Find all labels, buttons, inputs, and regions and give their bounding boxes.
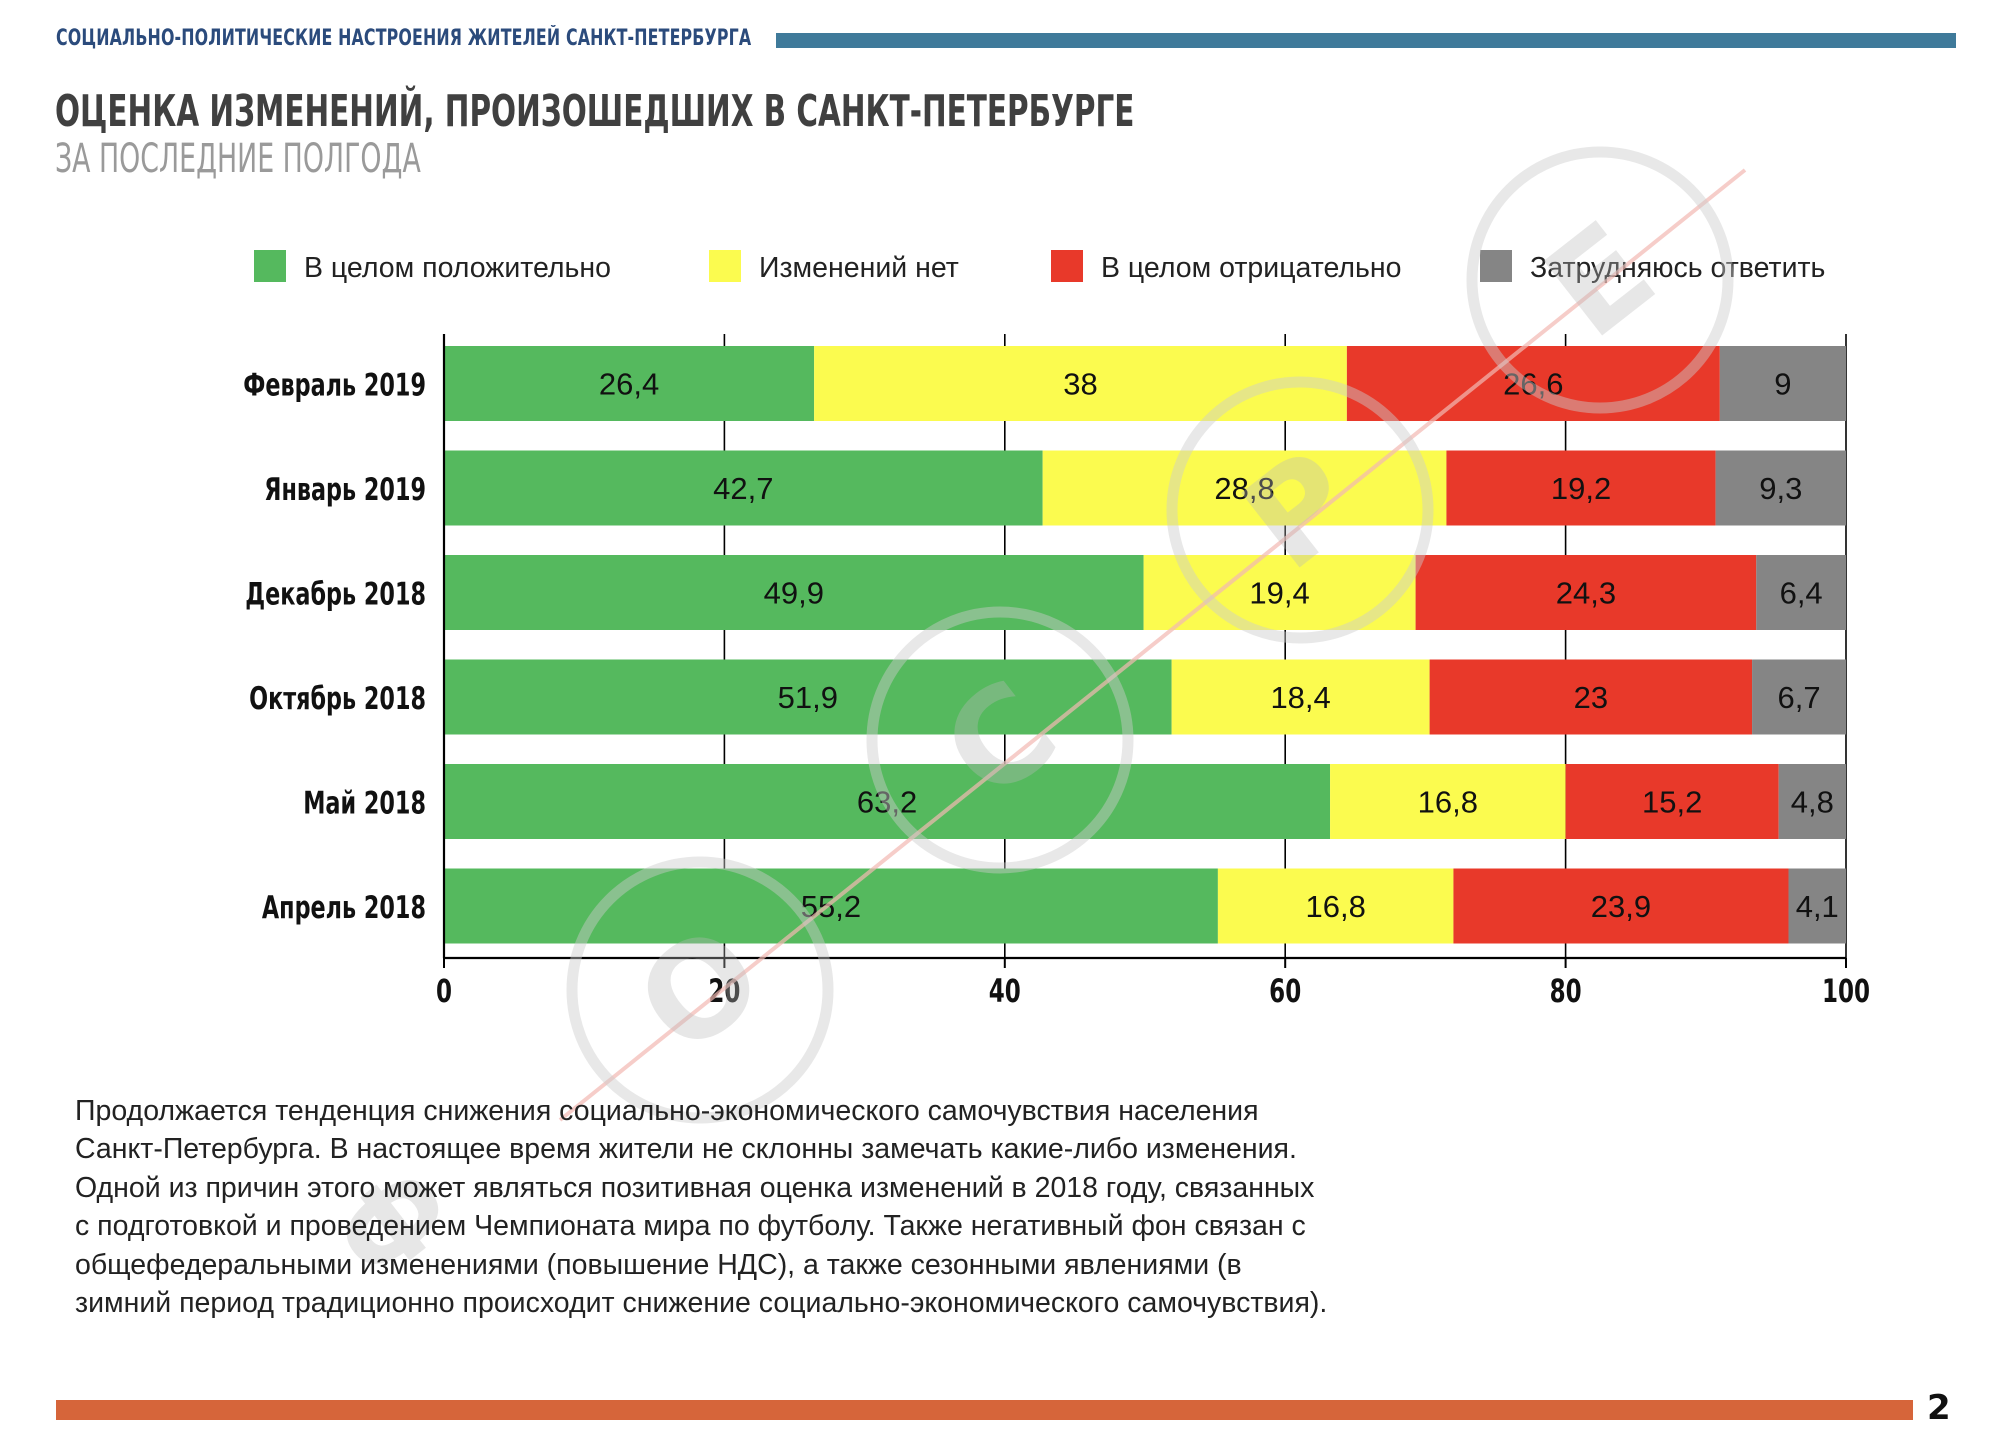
legend-swatch	[254, 250, 286, 282]
data-label: 4,8	[1791, 785, 1834, 820]
data-label: 63,2	[857, 785, 917, 820]
bar-segment	[1752, 659, 1846, 735]
data-label: 6,7	[1777, 680, 1820, 715]
data-label: 24,3	[1556, 576, 1616, 611]
stacked-bar-chart: В целом положительно Изменений нет В целом…	[243, 250, 1870, 1010]
category-label: Февраль 2019	[243, 368, 426, 404]
category-label: Май 2018	[303, 786, 426, 822]
data-label: 23,9	[1591, 889, 1651, 924]
data-label: 42,7	[713, 471, 773, 506]
data-label: 55,2	[801, 889, 861, 924]
data-label: 49,9	[764, 576, 824, 611]
data-label: 4,1	[1796, 889, 1839, 924]
legend-label: В целом положительно	[304, 252, 611, 284]
bar-segment	[1788, 868, 1846, 944]
category-label: Декабрь 2018	[245, 577, 426, 613]
chart-bars: 26,4 38 26,6 9 42,7 28,8 19,2 9,3 49,9 19,4 24,3 6,…	[444, 346, 1846, 944]
data-label: 38	[1063, 367, 1097, 402]
category-label: Январь 2019	[264, 472, 426, 508]
data-label: 19,2	[1551, 471, 1611, 506]
x-tick-label: 60	[1269, 972, 1301, 1010]
x-tick-label: 0	[436, 972, 452, 1010]
legend-swatch	[1480, 250, 1512, 282]
bar-segment	[1756, 555, 1846, 630]
data-label: 9	[1774, 367, 1791, 402]
data-label: 51,9	[778, 680, 838, 715]
report-subject: СОЦИАЛЬНО-ПОЛИТИЧЕСКИЕ НАСТРОЕНИЯ ЖИТЕЛЕ…	[56, 26, 752, 51]
data-label: 26,6	[1503, 367, 1563, 402]
x-tick-label: 20	[708, 972, 740, 1010]
header-accent-bar	[776, 33, 1956, 48]
bar-segment	[1778, 764, 1846, 839]
data-label: 16,8	[1418, 785, 1478, 820]
legend-swatch	[1051, 250, 1083, 282]
legend-swatch	[709, 250, 741, 282]
legend-label: Изменений нет	[759, 252, 959, 284]
data-label: 19,4	[1249, 576, 1309, 611]
category-label: Апрель 2018	[262, 890, 426, 926]
data-label: 9,3	[1759, 471, 1802, 506]
page-number: 2	[1927, 1388, 1951, 1428]
category-label: Октябрь 2018	[249, 681, 426, 717]
data-label: 18,4	[1270, 680, 1330, 715]
chart-legend: В целом положительно Изменений нет В целом…	[254, 250, 1825, 284]
data-label: 6,4	[1780, 576, 1823, 611]
data-label: 23	[1574, 680, 1608, 715]
x-tick-label: 100	[1822, 972, 1870, 1010]
data-label: 16,8	[1306, 889, 1366, 924]
analysis-paragraph: Продолжается тенденция снижения социальн…	[75, 1095, 1328, 1320]
chart-gridlines	[723, 334, 1847, 958]
x-tick-label: 40	[989, 972, 1021, 1010]
legend-label: Затрудняюсь ответить	[1530, 252, 1825, 284]
footer-accent-bar	[56, 1400, 1913, 1420]
data-label: 28,8	[1214, 471, 1274, 506]
page-title: ОЦЕНКА ИЗМЕНЕНИЙ, ПРОИЗОШЕДШИХ В САНКТ-П…	[55, 86, 1135, 137]
data-label: 26,4	[599, 367, 659, 402]
page-subtitle: ЗА ПОСЛЕДНИЕ ПОЛГОДА	[55, 136, 421, 182]
data-label: 15,2	[1642, 785, 1702, 820]
x-tick-label: 80	[1550, 972, 1582, 1010]
legend-label: В целом отрицательно	[1101, 252, 1401, 284]
